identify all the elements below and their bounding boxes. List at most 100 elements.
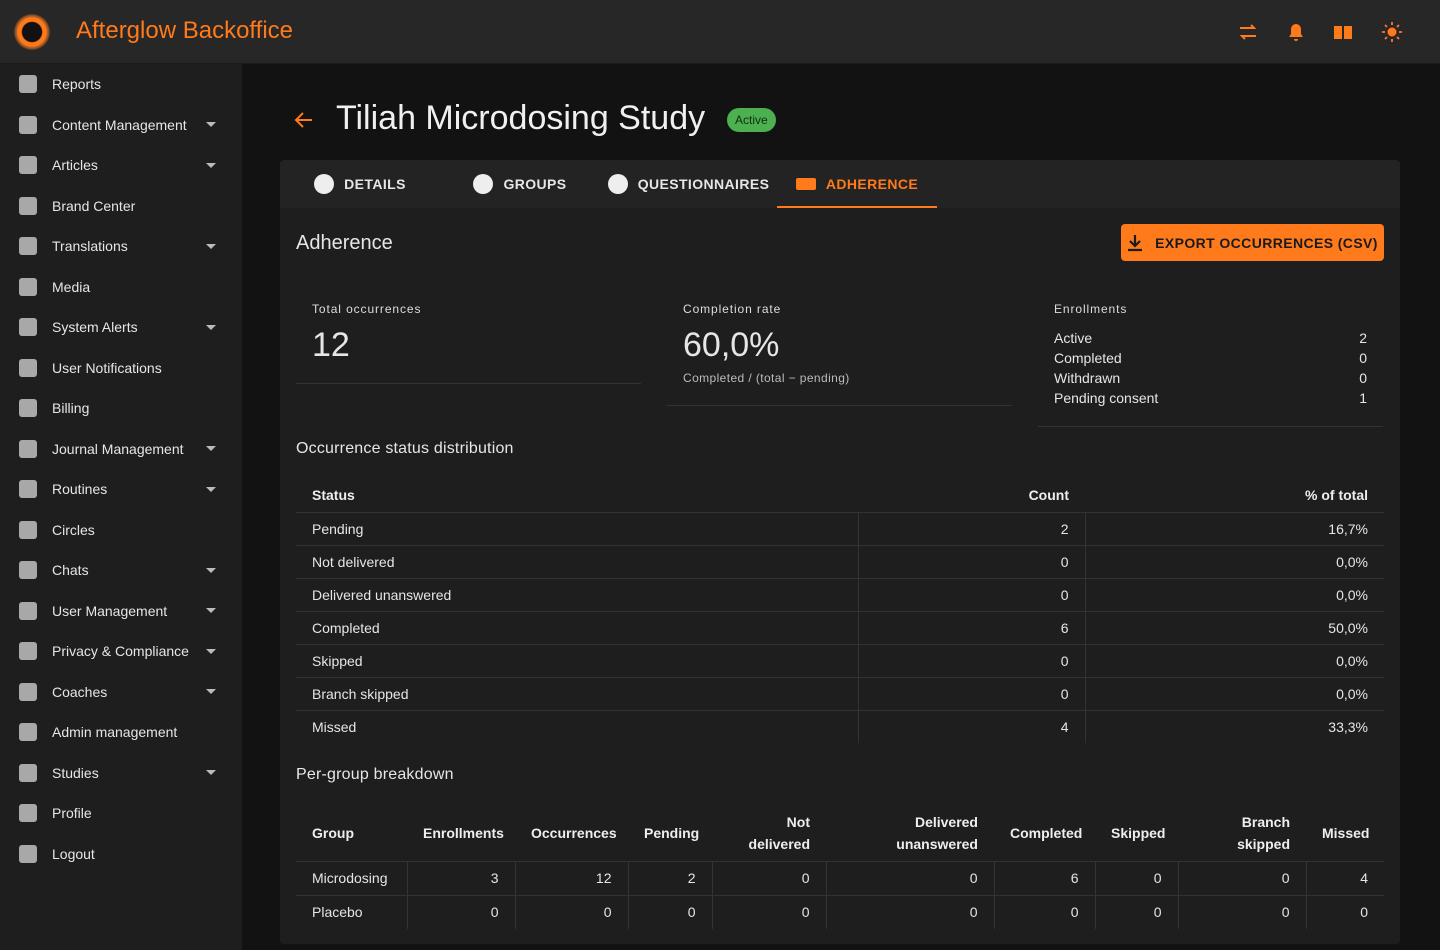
nav-item[interactable]: User Management xyxy=(0,591,242,631)
docs-icon[interactable] xyxy=(1333,22,1353,42)
tab[interactable]: QUESTIONNAIRES xyxy=(600,160,777,208)
nav-item[interactable]: Circles xyxy=(0,510,242,550)
table-row: Microdosing 3 12 2 0 0 6 0 0 4 xyxy=(296,860,1384,895)
table-cell: 2 xyxy=(627,860,712,895)
enrollment-row: Pending consent 1 xyxy=(1054,388,1367,408)
nav-item[interactable]: System Alerts xyxy=(0,307,242,347)
column-header: Completed xyxy=(1010,824,1083,841)
nav-icon xyxy=(19,196,37,215)
table-cell: Skipped xyxy=(296,643,858,677)
nav-icon xyxy=(19,75,37,93)
back-button[interactable] xyxy=(294,108,314,132)
column-header: Count xyxy=(1028,486,1069,503)
nav-caret xyxy=(206,446,216,451)
theme-icon[interactable] xyxy=(1382,22,1402,42)
column-header: Occurrences xyxy=(531,824,617,841)
nav-caret xyxy=(206,243,216,249)
table-cell: 0 xyxy=(857,577,1085,611)
enrollment-value: 1 xyxy=(1359,390,1367,406)
nav-item[interactable]: Brand Center xyxy=(0,186,242,226)
nav-item[interactable]: Routines xyxy=(0,469,242,509)
table-cell: 0 xyxy=(825,860,994,895)
nav-item[interactable]: Profile xyxy=(0,793,242,833)
tab[interactable]: GROUPS xyxy=(440,160,600,208)
nav-label: Privacy & Compliance xyxy=(52,643,189,659)
table-cell: 0 xyxy=(1177,860,1306,895)
nav-item[interactable]: Chats xyxy=(0,550,242,590)
nav-label: Articles xyxy=(52,157,98,173)
sidebar: Reports Content Management Articles Brand C… xyxy=(0,64,242,950)
nav-caret xyxy=(206,324,216,330)
tab-icon xyxy=(607,174,628,194)
nav-item[interactable]: Admin management xyxy=(0,712,242,752)
nav-caret xyxy=(206,648,216,654)
nav-item[interactable]: Journal Management xyxy=(0,429,242,469)
table-cell: Not delivered xyxy=(296,544,858,578)
nav-icon xyxy=(19,358,37,377)
nav-icon xyxy=(19,520,37,539)
nav-item[interactable]: Billing xyxy=(0,388,242,428)
nav-icon xyxy=(19,237,37,255)
table-cell: 0 xyxy=(1094,894,1178,929)
table-cell: 0 xyxy=(1305,894,1384,929)
nav-label: Profile xyxy=(52,805,92,821)
nav-item[interactable]: User Notifications xyxy=(0,348,242,388)
nav-item[interactable]: Reports xyxy=(0,64,242,104)
nav-item[interactable]: Content Management xyxy=(0,105,242,145)
nav-item[interactable]: Media xyxy=(0,267,242,307)
app-title: Afterglow Backoffice xyxy=(76,17,293,44)
nav-icon xyxy=(19,642,37,660)
nav-caret xyxy=(206,689,216,694)
table-title: Occurrence status distribution xyxy=(296,440,514,457)
export-button[interactable]: EXPORT OCCURRENCES (CSV) xyxy=(1121,224,1384,261)
nav-item[interactable]: Logout xyxy=(0,834,242,874)
table-cell: Pending xyxy=(296,511,858,545)
nav-item[interactable]: Articles xyxy=(0,145,242,185)
column-header: Not delivered xyxy=(748,813,810,852)
nav-label: Routines xyxy=(52,481,108,497)
swap-icon[interactable] xyxy=(1238,22,1258,42)
nav-item[interactable]: Studies xyxy=(0,753,242,793)
tab[interactable]: ADHERENCE xyxy=(777,160,937,208)
status-chip: Active xyxy=(727,108,776,132)
table-cell: 2 xyxy=(857,511,1085,545)
nav-caret xyxy=(206,608,216,613)
nav-icon xyxy=(19,115,37,134)
column-header: Status xyxy=(312,486,355,503)
nav-label: Chats xyxy=(52,562,89,578)
nav-label: Brand Center xyxy=(52,197,136,214)
enrollment-label: Withdrawn xyxy=(1054,370,1121,386)
tab-icon xyxy=(473,174,494,194)
tab[interactable]: DETAILS xyxy=(280,160,440,208)
table-cell: 0 xyxy=(514,894,628,929)
table-cell: Missed xyxy=(296,709,858,743)
column-header: Group xyxy=(312,824,354,841)
nav-item[interactable]: Translations xyxy=(0,226,242,266)
table-cell: 0,0% xyxy=(1084,577,1384,611)
table-cell: 4 xyxy=(1305,860,1384,895)
nav-caret xyxy=(206,567,216,573)
card-label: Total occurrences xyxy=(312,302,422,316)
table-cell: 0 xyxy=(1177,894,1306,929)
enrollment-row: Withdrawn 0 xyxy=(1054,368,1367,388)
table-row: Completed 6 50,0% xyxy=(296,610,1384,644)
nav-item[interactable]: Coaches xyxy=(0,672,242,712)
page-title: Tiliah Microdosing Study xyxy=(336,99,706,137)
nav-icon xyxy=(19,601,37,620)
section-title: Adherence xyxy=(296,232,393,254)
column-header: Pending xyxy=(644,824,700,841)
notifications-icon[interactable] xyxy=(1286,22,1306,42)
nav-label: Studies xyxy=(52,764,99,781)
table-row: Pending 2 16,7% xyxy=(296,511,1384,545)
enrollment-label: Pending consent xyxy=(1054,390,1159,406)
enrollment-value: 0 xyxy=(1359,370,1367,386)
table-cell: 0 xyxy=(711,860,826,895)
tab-label: GROUPS xyxy=(503,176,567,192)
table-cell: Microdosing xyxy=(296,860,407,895)
nav-item[interactable]: Privacy & Compliance xyxy=(0,631,242,671)
column-header: Enrollments xyxy=(423,824,504,841)
nav-icon xyxy=(19,763,37,782)
table-cell: Placebo xyxy=(296,894,407,929)
tab-label: ADHERENCE xyxy=(825,176,919,192)
